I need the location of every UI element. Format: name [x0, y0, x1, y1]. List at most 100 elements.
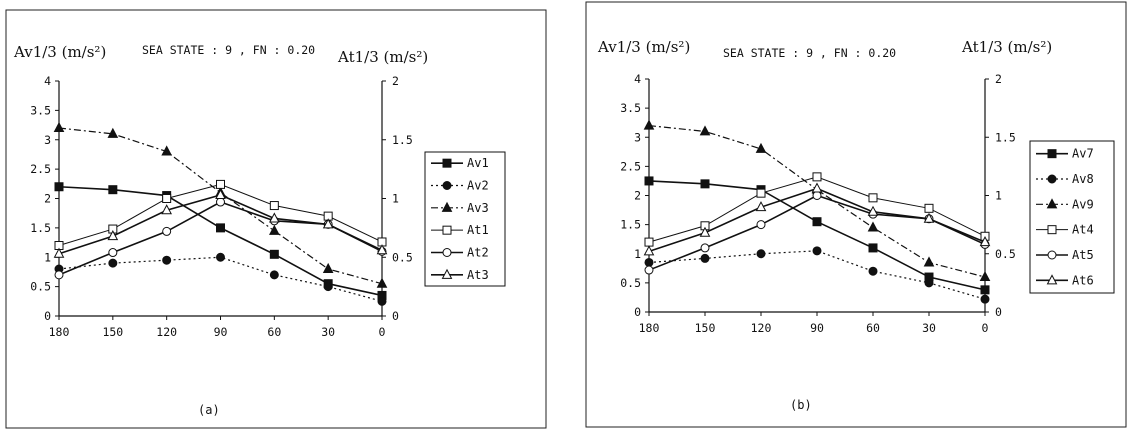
data-point-Av8 — [756, 249, 766, 259]
data-point-At6 — [867, 205, 879, 216]
data-point-At2 — [162, 226, 172, 236]
series-Av9 — [643, 119, 991, 282]
x-tick-label: 0 — [379, 325, 386, 339]
x-tick-label: 180 — [639, 321, 660, 335]
x-tick-label: 90 — [214, 325, 228, 339]
panel-b-header: SEA STATE : 9 , FN : 0.20 — [723, 46, 896, 60]
data-point-Av7 — [644, 176, 654, 186]
series-line-Av8 — [648, 250, 986, 300]
data-point-At6 — [699, 226, 711, 237]
data-point-At1 — [162, 194, 172, 203]
legend-marker — [442, 225, 452, 235]
data-point-Av3 — [322, 262, 334, 273]
y-tick-label: 2.5 — [620, 159, 641, 173]
y2-tick-label: 1.5 — [392, 133, 413, 147]
y2-tick-label: 1.5 — [995, 130, 1016, 144]
data-point-At5 — [644, 265, 654, 275]
data-point-Av9 — [755, 142, 767, 153]
plot-area-b: 0 0.5 1 1.5 2 2.5 3 3.5 4 0 0.5 1 1.5 2 180 150 120 90 60 3… — [620, 72, 1115, 335]
data-point-At6 — [811, 182, 823, 193]
y2-tick-label: 2 — [392, 74, 399, 88]
data-point-Av8 — [644, 257, 654, 267]
y-tick-label: 4 — [44, 74, 51, 88]
legend-box — [1029, 140, 1115, 294]
panel-b-y2label: At1/3 (m/s²) — [961, 38, 1052, 56]
series-Av8 — [644, 246, 990, 304]
legend-marker — [441, 268, 453, 279]
legend-marker — [1047, 250, 1057, 260]
data-point-At6 — [755, 201, 767, 212]
y-tick-label: 2 — [634, 189, 641, 203]
series-At3 — [53, 188, 388, 258]
data-point-Av8 — [868, 266, 878, 276]
x-tick-label: 150 — [102, 325, 123, 339]
legend-marker — [442, 248, 452, 257]
y-tick-label: 2 — [44, 192, 51, 206]
chart-panel-a: Av1/3 (m/s²) SEA STATE : 9 , FN : 0.20 A… — [5, 9, 547, 429]
data-point-At3 — [107, 230, 119, 241]
data-point-At5 — [700, 243, 710, 253]
legend-box — [424, 151, 506, 287]
data-point-Av8 — [980, 294, 990, 304]
legend-marker — [1046, 274, 1058, 285]
legend-marker — [442, 181, 452, 190]
legend-marker — [1047, 225, 1057, 235]
data-point-At5 — [756, 220, 766, 230]
data-point-Av2 — [269, 270, 279, 280]
data-point-Av2 — [377, 296, 387, 306]
legend-marker — [1047, 149, 1057, 159]
data-point-At5 — [812, 191, 822, 200]
data-point-At6 — [979, 236, 991, 247]
data-point-Av9 — [699, 125, 711, 136]
legend-label: Av7 — [1072, 147, 1094, 161]
x-tick-label: 150 — [695, 321, 716, 335]
legend-label: At1 — [467, 223, 489, 237]
y-tick-label: 3.5 — [30, 103, 51, 117]
panel-a-header: SEA STATE : 9 , FN : 0.20 — [142, 43, 315, 57]
series-Av2 — [54, 252, 387, 306]
y2-tick-label: 1 — [392, 192, 399, 206]
chart-panel-b: Av1/3 (m/s²) SEA STATE : 9 , FN : 0.20 A… — [585, 1, 1127, 428]
panel-a-y2label: At1/3 (m/s²) — [337, 48, 428, 66]
legend-label: At4 — [1072, 223, 1094, 237]
legend-label: At5 — [1072, 248, 1094, 262]
series-At5 — [644, 191, 990, 275]
y2-tick-label: 0 — [995, 305, 1002, 319]
legend: Av7 Av8 Av9 At4 At5 At6 — [1029, 140, 1115, 294]
y2-tick-label: 2 — [995, 72, 1002, 86]
legend-marker — [1046, 198, 1058, 209]
legend-label: Av8 — [1072, 172, 1094, 186]
data-point-At3 — [215, 188, 226, 199]
data-point-Av2 — [108, 258, 118, 268]
y-tick-label: 0.5 — [620, 276, 641, 290]
data-point-At3 — [161, 204, 172, 215]
legend-marker — [441, 201, 453, 212]
data-point-Av3 — [107, 127, 119, 138]
data-point-Av2 — [216, 252, 225, 262]
data-point-Av7 — [812, 217, 822, 227]
y-tick-label: 1.5 — [620, 218, 641, 232]
x-tick-label: 30 — [321, 325, 335, 339]
data-point-Av9 — [923, 256, 935, 267]
panel-a-ylabel: Av1/3 (m/s²) — [13, 43, 106, 61]
data-point-At4 — [812, 172, 822, 182]
data-point-At6 — [643, 245, 655, 256]
x-tick-label: 120 — [156, 325, 177, 339]
data-point-At2 — [54, 270, 64, 280]
data-point-At3 — [53, 247, 65, 258]
x-tick-label: 30 — [922, 321, 936, 335]
data-point-Av9 — [979, 270, 991, 282]
data-point-Av3 — [53, 121, 65, 132]
data-point-Av9 — [867, 221, 879, 232]
data-point-Av1 — [108, 185, 118, 195]
y-tick-label: 0.5 — [30, 280, 51, 294]
y2-tick-label: 1 — [995, 189, 1002, 203]
legend-label: Av1 — [467, 156, 489, 170]
x-tick-label: 90 — [810, 321, 824, 335]
y-tick-label: 3.5 — [620, 101, 641, 115]
data-point-At4 — [756, 188, 766, 198]
data-point-Av7 — [980, 285, 990, 295]
y2-tick-label: 0.5 — [392, 250, 413, 264]
data-point-Av3 — [161, 145, 172, 156]
